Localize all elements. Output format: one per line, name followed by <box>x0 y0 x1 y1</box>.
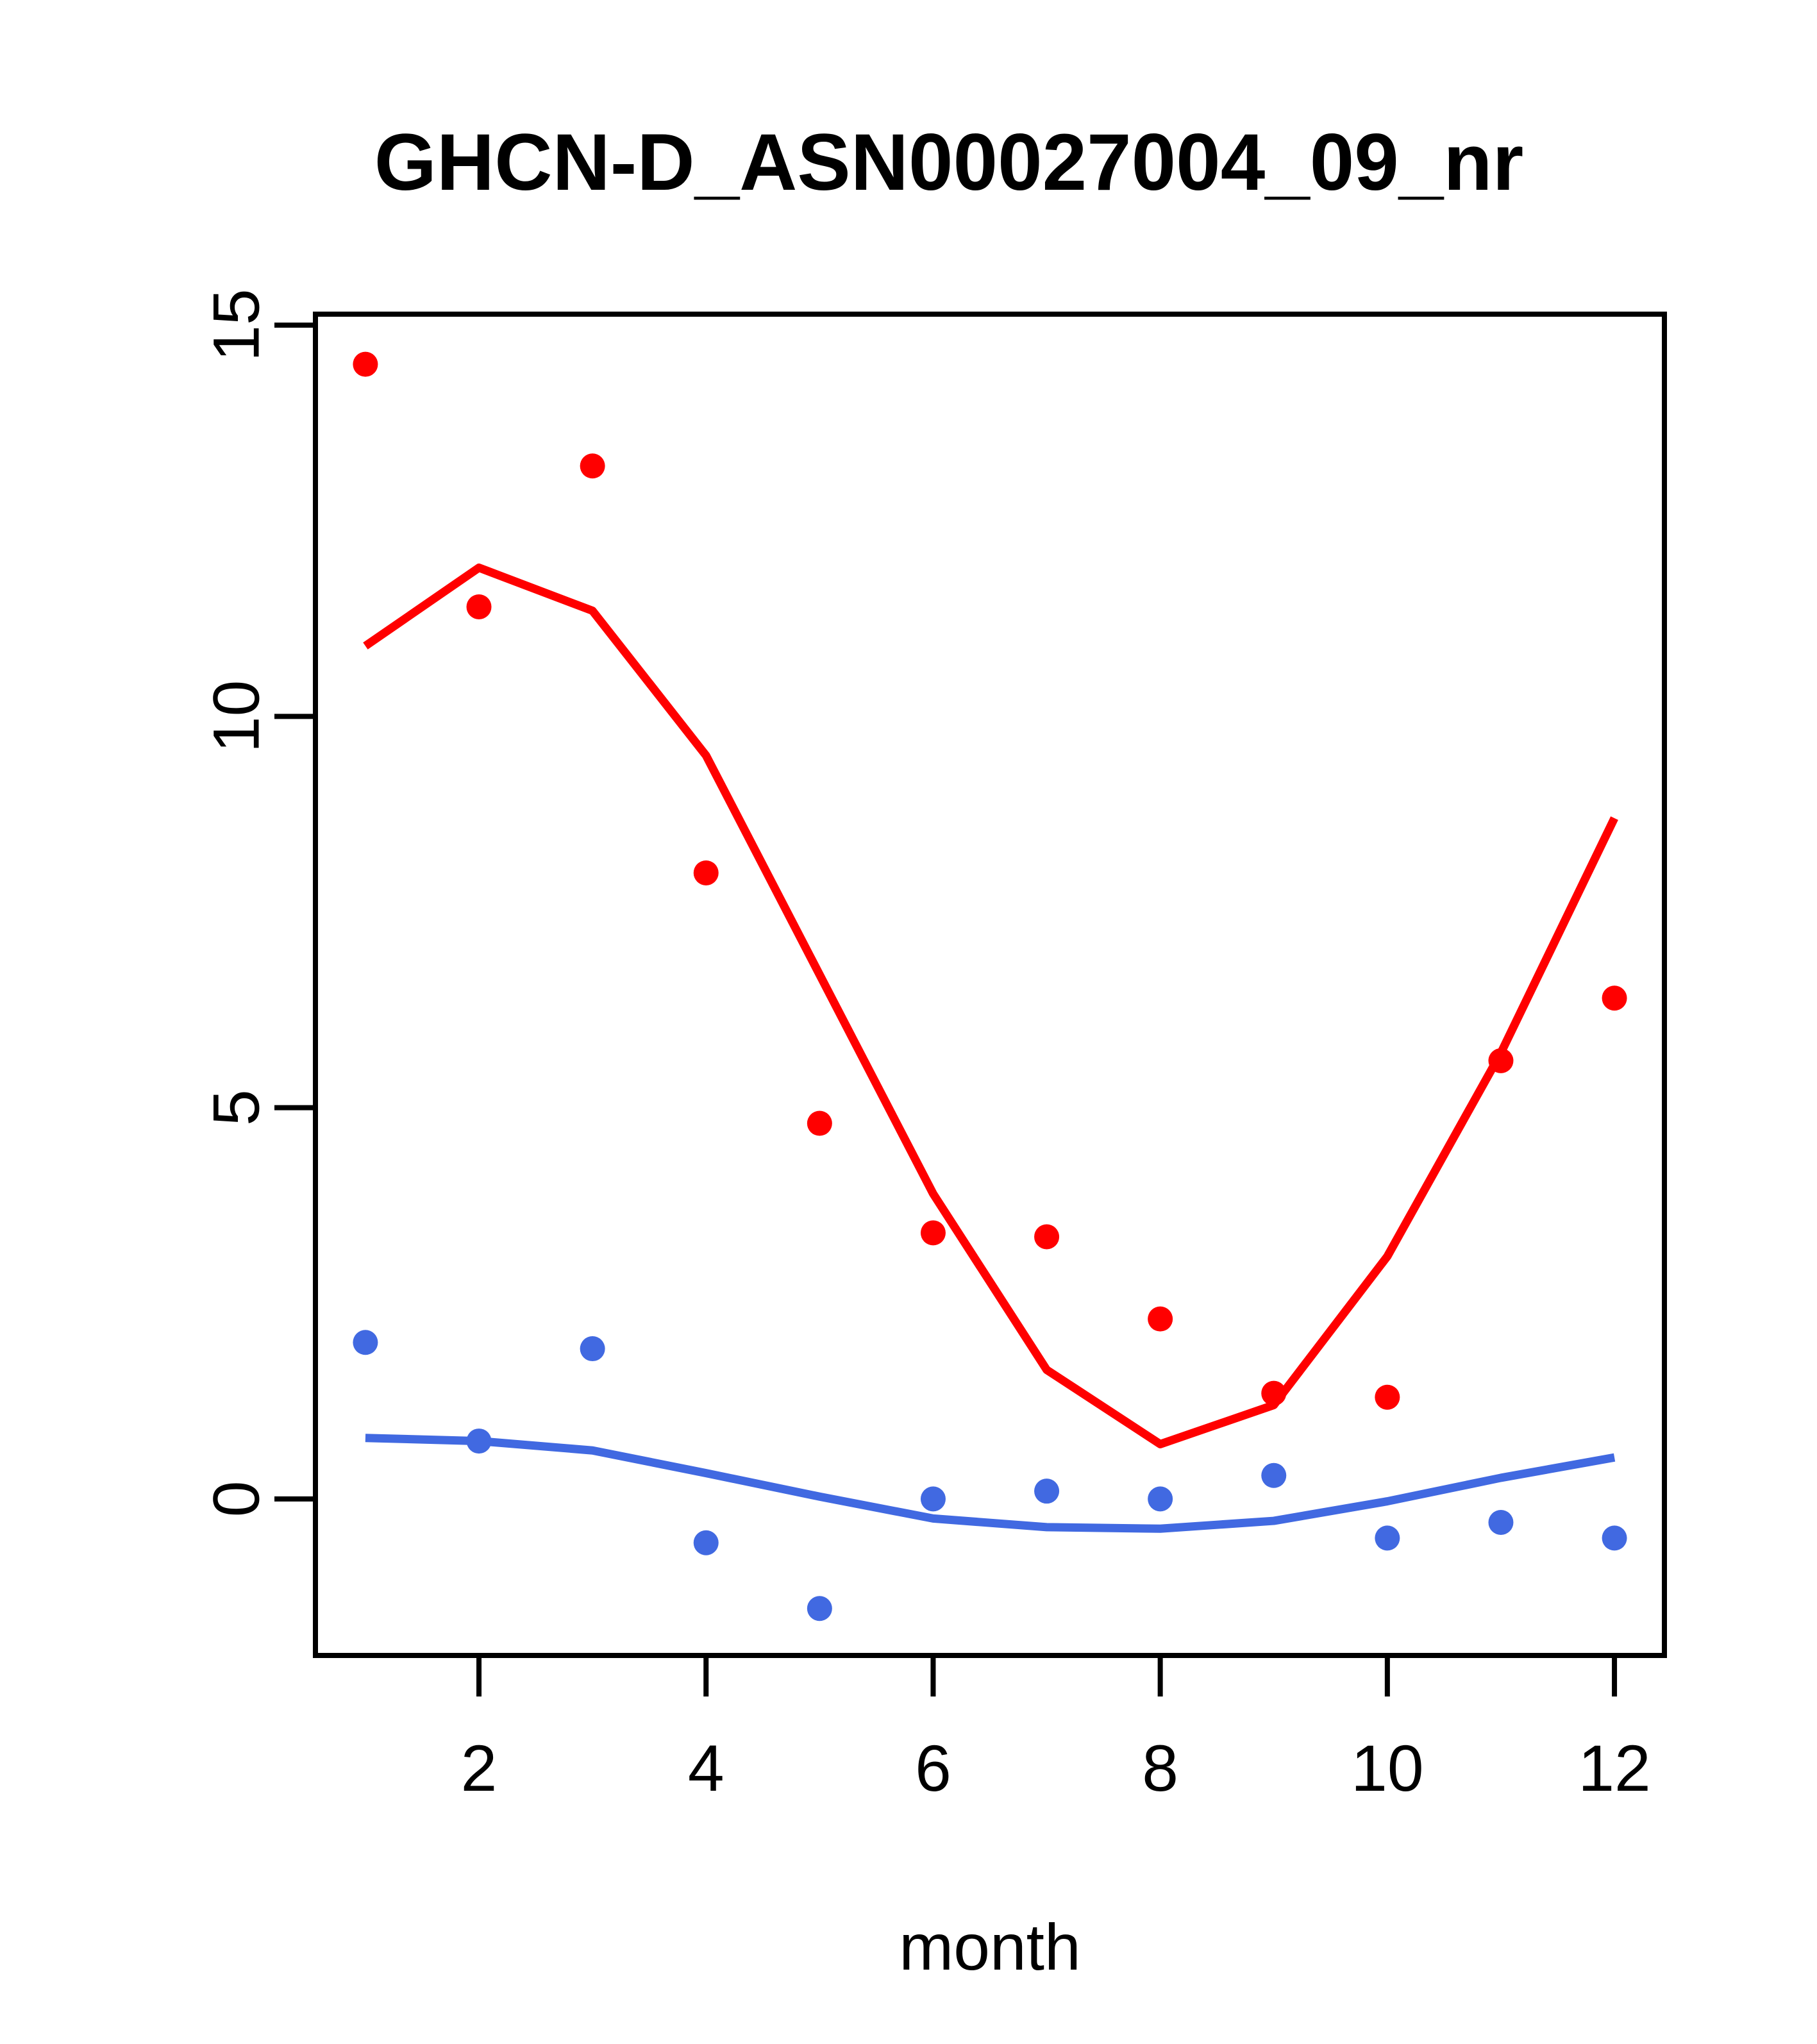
red-scatter-point <box>807 1110 832 1136</box>
red-scatter-point <box>1034 1224 1060 1250</box>
red-scatter-point <box>466 594 492 619</box>
blue-scatter-point <box>466 1428 492 1454</box>
x-tick-label: 10 <box>1351 1732 1423 1805</box>
blue-scatter-point <box>693 1530 719 1555</box>
y-tick-label: 15 <box>200 289 273 361</box>
blue-scatter-point <box>1034 1479 1060 1504</box>
blue-smooth-line <box>365 1434 1616 1533</box>
chart-title: GHCN-D_ASN00027004_09_nr <box>374 118 1524 207</box>
plot-box <box>313 312 1667 1658</box>
blue-scatter-point <box>353 1330 378 1355</box>
blue-scatter-point <box>920 1486 946 1512</box>
blue-scatter-point <box>1488 1510 1514 1536</box>
x-tick-label: 2 <box>461 1732 498 1805</box>
x-axis-label: month <box>899 1911 1081 1984</box>
axis-ticks: 2 4 6 8 10 12 0 5 10 15 <box>200 289 1651 1805</box>
blue-scatter-point <box>1261 1462 1287 1488</box>
x-tick-label: 8 <box>1142 1732 1178 1805</box>
blue-scatter-point <box>807 1596 832 1621</box>
x-tick-label: 6 <box>915 1732 951 1805</box>
y-tick-label: 5 <box>200 1089 273 1126</box>
x-tick-label: 12 <box>1578 1732 1650 1805</box>
red-scatter-point <box>1261 1380 1287 1406</box>
blue-scatter-point <box>1602 1525 1627 1551</box>
blue-scatter-point <box>1148 1486 1173 1512</box>
red-scatter-point <box>353 351 378 377</box>
red-scatter-point <box>1375 1384 1400 1410</box>
data-series <box>353 351 1627 1621</box>
red-scatter-point <box>920 1220 946 1246</box>
red-scatter-point <box>580 453 605 479</box>
red-scatter-point <box>1602 985 1627 1011</box>
blue-scatter-point <box>1375 1525 1400 1551</box>
x-tick-label: 4 <box>688 1732 724 1805</box>
red-scatter-point <box>1148 1306 1173 1332</box>
red-smooth-line <box>363 563 1618 1448</box>
y-tick-label: 0 <box>200 1481 273 1518</box>
y-tick-label: 10 <box>200 680 273 753</box>
red-scatter-point <box>1488 1048 1514 1073</box>
red-scatter-point <box>693 860 719 885</box>
blue-scatter-point <box>580 1336 605 1362</box>
